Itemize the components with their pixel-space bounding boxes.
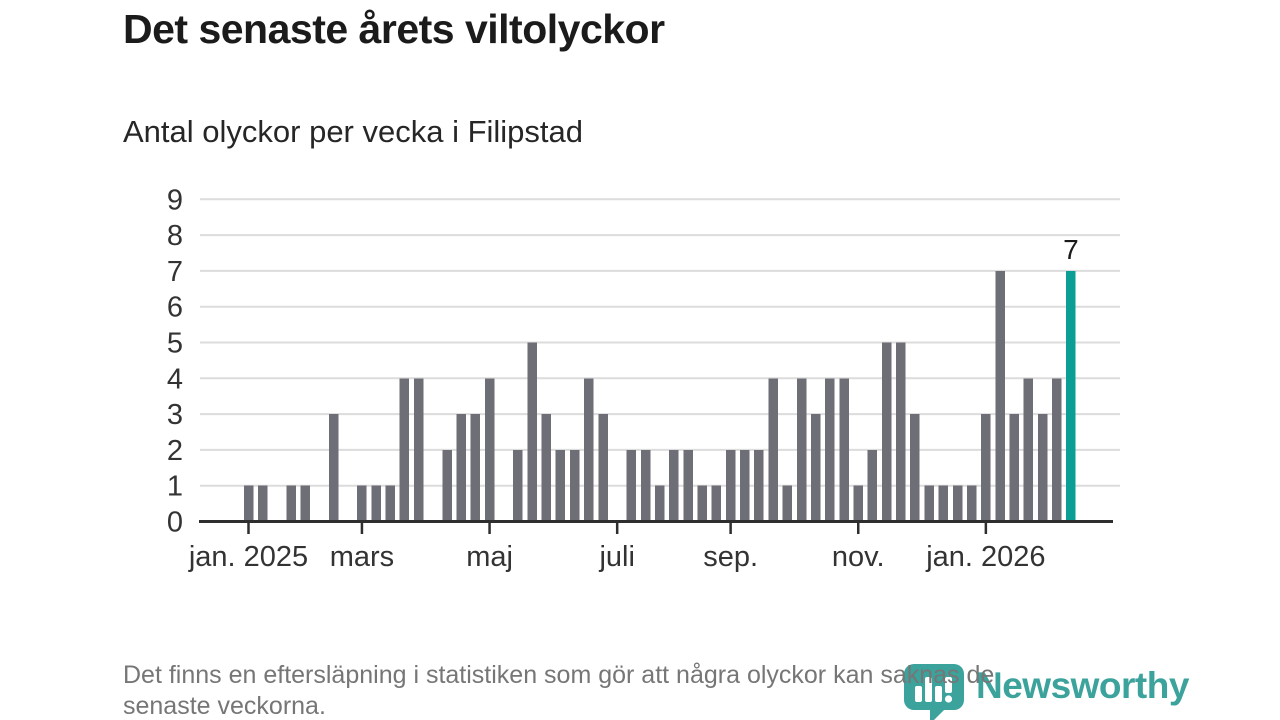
bar — [966, 485, 977, 522]
x-axis-label: nov. — [832, 541, 885, 573]
x-axis-label: jan. 2025 — [188, 541, 308, 573]
bar — [243, 485, 254, 522]
bar — [754, 449, 764, 522]
logo-bar-short-2 — [935, 686, 942, 702]
y-axis-label: 9 — [167, 184, 183, 216]
y-axis-label: 8 — [167, 220, 183, 252]
bar — [853, 485, 863, 522]
bar — [711, 485, 722, 522]
bar — [399, 378, 410, 522]
newsworthy-logo: Newsworthy — [902, 658, 1189, 720]
bar — [385, 485, 396, 522]
y-axis-label: 5 — [167, 328, 183, 360]
bar — [896, 342, 906, 522]
bar — [584, 378, 594, 522]
bar — [442, 449, 452, 522]
y-axis-label: 3 — [167, 399, 183, 431]
bar — [555, 449, 566, 522]
highlight-value-label: 7 — [1063, 234, 1079, 265]
bar — [1023, 378, 1034, 522]
x-axis-label: maj — [466, 541, 513, 573]
chart-subtitle: Antal olyckor per vecka i Filipstad — [123, 114, 584, 149]
bar — [484, 378, 495, 522]
bar — [626, 449, 637, 522]
newsworthy-wordmark: Newsworthy — [976, 665, 1189, 706]
bar — [371, 485, 381, 522]
bar — [697, 485, 708, 522]
bar — [924, 485, 934, 522]
bar — [938, 485, 949, 522]
bar — [527, 342, 537, 522]
y-axis-label: 1 — [167, 471, 183, 503]
x-axis-label: jan. 2026 — [925, 541, 1045, 573]
bar — [768, 378, 778, 522]
bar — [286, 485, 296, 522]
y-axis-label: 6 — [167, 292, 183, 324]
bar — [810, 414, 821, 522]
bar — [654, 485, 665, 522]
x-axis-label: juli — [598, 541, 634, 573]
bar — [1052, 378, 1062, 522]
y-axis-label: 7 — [167, 256, 183, 288]
bar — [683, 449, 693, 522]
newsworthy-logo-icon — [904, 664, 964, 720]
bar — [413, 378, 424, 522]
bar — [640, 449, 651, 522]
bar — [569, 449, 580, 522]
bar-highlight — [1066, 270, 1076, 522]
bar — [357, 485, 367, 522]
bar — [257, 485, 268, 522]
bar — [995, 270, 1005, 522]
bar — [782, 485, 793, 522]
y-axis-label: 4 — [167, 363, 183, 395]
x-axis-label: mars — [330, 541, 394, 573]
bar — [456, 414, 466, 522]
bar — [598, 414, 608, 522]
bar — [910, 414, 920, 522]
bar — [470, 414, 481, 522]
logo-exclamation-dot — [944, 695, 953, 703]
bar — [300, 485, 310, 522]
bar — [796, 378, 807, 522]
bar — [541, 414, 552, 522]
bar — [952, 485, 963, 522]
bar — [1037, 414, 1048, 522]
logo-bar-short-1 — [915, 686, 922, 702]
logo-exclamation-bar — [945, 677, 952, 693]
bar — [839, 378, 849, 522]
chart-title: Det senaste årets viltolyckor — [123, 6, 665, 52]
y-axis-label: 2 — [167, 435, 183, 467]
y-axis-label: 0 — [167, 507, 183, 539]
footnote: Det finns en eftersläpning i statistiken… — [123, 661, 995, 720]
bar — [825, 378, 835, 522]
bar — [740, 449, 750, 522]
bar — [867, 449, 878, 522]
bar — [328, 414, 339, 522]
bar — [513, 449, 523, 522]
bar — [981, 414, 991, 522]
x-axis-label: sep. — [703, 541, 758, 573]
bar — [669, 449, 679, 522]
logo-bar-tall — [925, 677, 932, 702]
bar — [1009, 414, 1019, 522]
bar — [725, 449, 736, 522]
bar — [881, 342, 892, 522]
